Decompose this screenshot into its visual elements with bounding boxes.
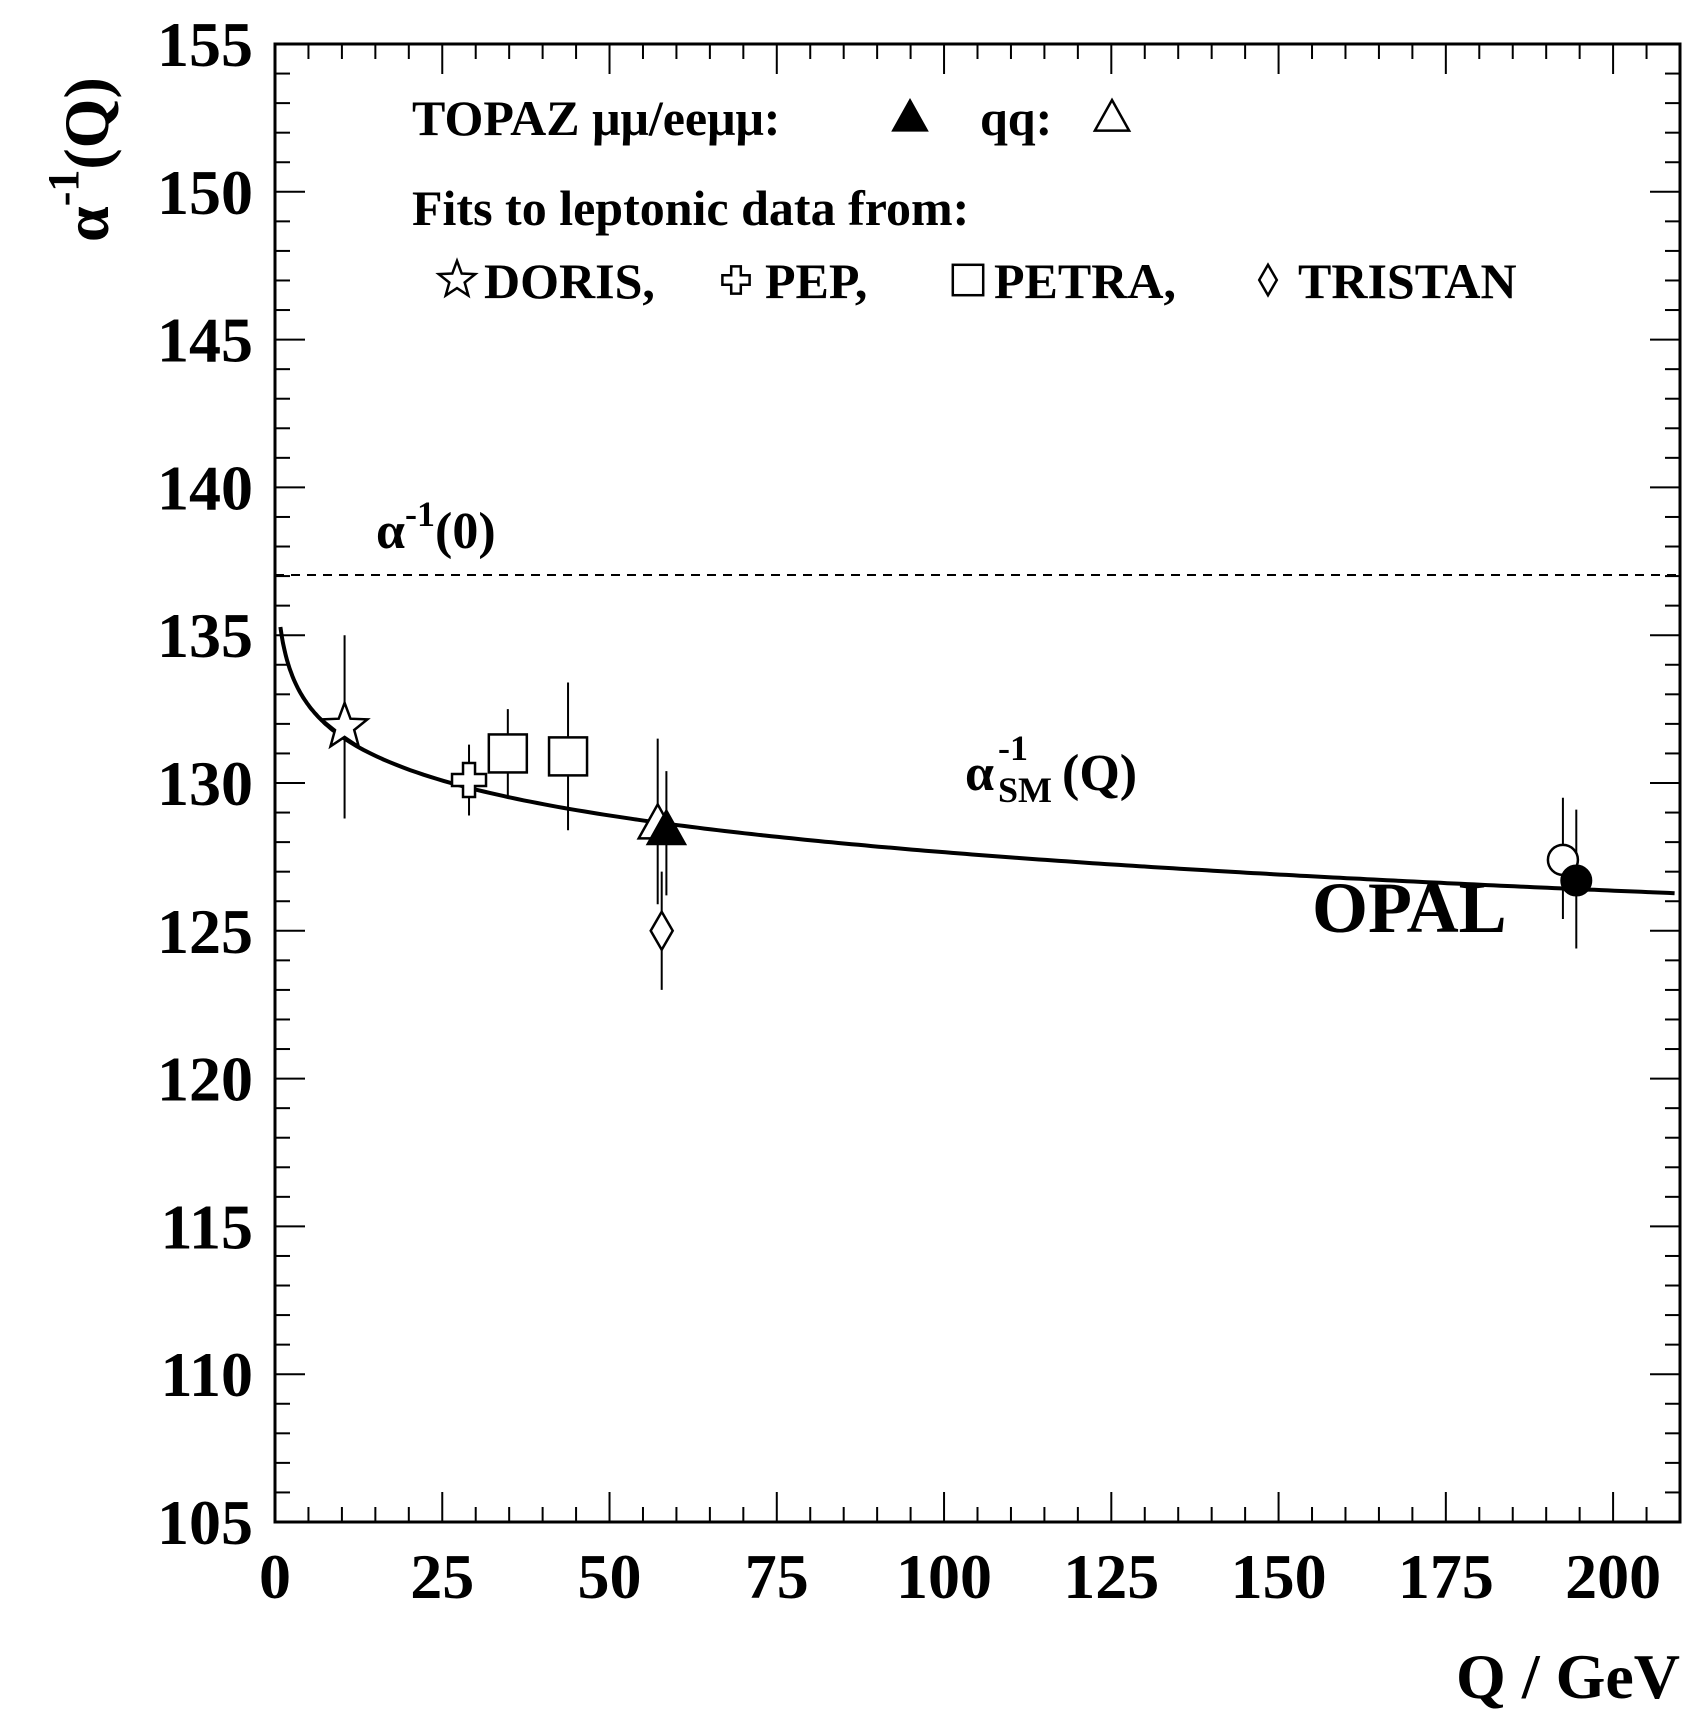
y-tick-label: 135 (157, 600, 253, 671)
alpha-sm-label-tail: (Q) (1062, 745, 1137, 802)
legend-open-triangle-symbol (1092, 97, 1132, 132)
legend-doris-symbol (435, 257, 479, 299)
alpha-zero-label-tail: (0) (435, 503, 496, 560)
legend-fits-heading: Fits to leptonic data from: (412, 180, 969, 236)
x-tick-label: 100 (896, 1541, 992, 1612)
legend-topaz-qq-label: qq: (980, 90, 1052, 146)
legend-doris-label: DORIS, (484, 253, 655, 309)
legend-tristan-symbol (1257, 262, 1279, 298)
legend-petra-symbol (951, 263, 985, 297)
y-axis-label-main: α (51, 206, 122, 242)
y-tick-label: 115 (161, 1191, 253, 1262)
x-tick-label: 75 (745, 1541, 809, 1612)
x-axis-label: Q / GeV (1456, 1641, 1680, 1712)
y-tick-label: 110 (161, 1339, 253, 1410)
alpha-sm-label-main: α (965, 745, 994, 802)
alpha-zero-label-sup: -1 (405, 494, 435, 534)
topaz-ee-point (645, 808, 688, 846)
legend-filled-triangle-symbol (891, 97, 929, 132)
petra-point (547, 736, 589, 777)
x-tick-label: 0 (259, 1541, 291, 1612)
x-tick-label: 150 (1231, 1541, 1327, 1612)
doris-point (318, 699, 371, 750)
tristan-point (649, 909, 675, 953)
y-tick-label: 140 (157, 452, 253, 523)
y-tick-label: 120 (157, 1044, 253, 1115)
x-tick-label: 25 (410, 1541, 474, 1612)
y-tick-label: 145 (157, 305, 253, 376)
pep-point (450, 761, 488, 799)
x-tick-label: 200 (1565, 1541, 1661, 1612)
y-tick-label: 155 (157, 9, 253, 80)
y-tick-label: 130 (157, 748, 253, 819)
legend-petra-label: PETRA, (994, 253, 1176, 309)
alpha-sm-label-sub: SM (998, 770, 1052, 810)
legend-pep-symbol (721, 265, 751, 295)
opal-annotation: OPAL (1312, 868, 1507, 948)
y-axis-label: α-1(Q) (39, 77, 122, 242)
y-axis-label-sup: -1 (39, 170, 88, 207)
x-tick-label: 50 (578, 1541, 642, 1612)
petra-point (487, 733, 529, 774)
legend-pep-label: PEP, (765, 253, 867, 309)
y-tick-label: 150 (157, 157, 253, 228)
alpha-sm-label-sup: -1 (998, 728, 1028, 768)
alpha-zero-label-main: α (376, 503, 405, 560)
y-tick-label: 125 (157, 896, 253, 967)
y-tick-label: 105 (157, 1487, 253, 1558)
legend-topaz-leptonic-label: TOPAZ μμ/eeμμ: (412, 90, 780, 146)
y-axis-label-tail: (Q) (51, 77, 122, 169)
alpha-zero-label: α-1(0) (376, 494, 496, 560)
x-tick-label: 125 (1063, 1541, 1159, 1612)
alpha-sm-label: α (965, 745, 994, 802)
opal-point (1560, 864, 1593, 897)
x-tick-label: 175 (1398, 1541, 1494, 1612)
legend-tristan-label: TRISTAN (1298, 253, 1517, 309)
